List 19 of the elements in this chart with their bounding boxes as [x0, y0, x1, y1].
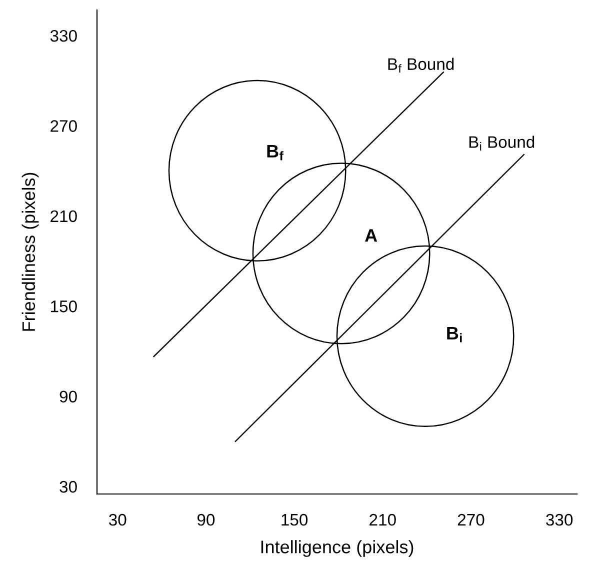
- y-tick-label: 330: [50, 30, 77, 42]
- annotation: B$_{i}$: [447, 326, 462, 342]
- annotation: B$_{f}$ Bound: [388, 58, 454, 73]
- annotation: A: [365, 229, 378, 242]
- x-tick-label: 270: [458, 514, 484, 526]
- x-tick-label: 330: [546, 514, 573, 526]
- annotation: B$_{f}$: [267, 144, 284, 160]
- y-tick-label: 30: [60, 480, 77, 493]
- x-tick-label: 90: [197, 514, 215, 526]
- y-tick-label: 150: [51, 300, 77, 312]
- x-axis-title: Intelligence (pixels): [261, 540, 414, 557]
- x-tick-label: 30: [108, 514, 126, 526]
- x-tick-label: 150: [282, 514, 308, 526]
- y-axis-title: Friendliness (pixels): [22, 172, 39, 331]
- y-tick-label: 210: [50, 210, 77, 222]
- y-tick-label: 270: [50, 120, 77, 132]
- y-tick-label: 90: [60, 390, 77, 402]
- x-tick-label: 210: [370, 514, 396, 526]
- annotation: B$_{i}$ Bound: [469, 136, 534, 150]
